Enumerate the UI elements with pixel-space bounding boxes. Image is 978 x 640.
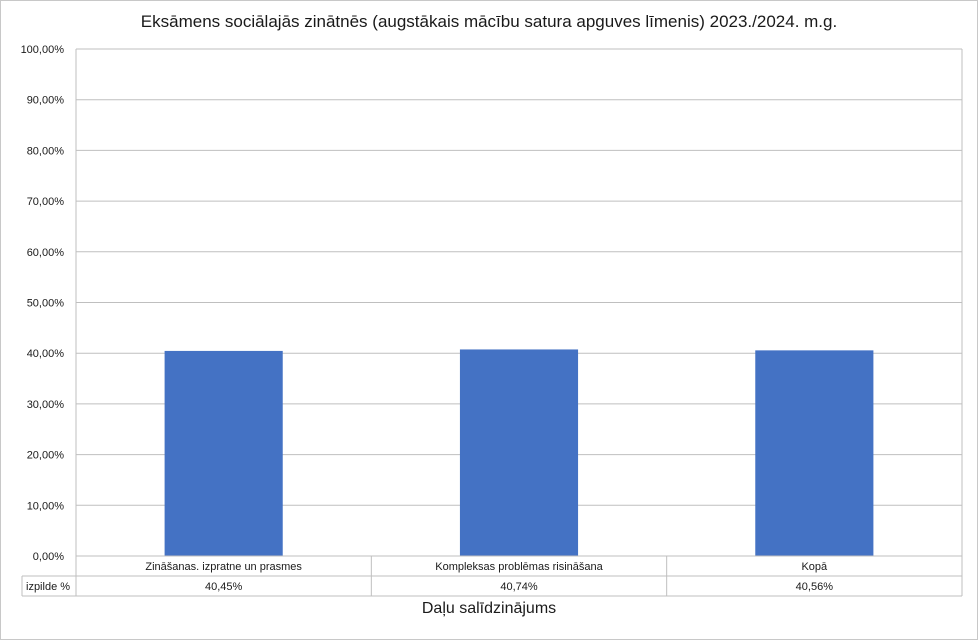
y-tick-label: 30,00% — [27, 399, 65, 411]
bar — [459, 349, 579, 556]
y-tick-label: 80,00% — [27, 145, 65, 157]
y-tick-label: 70,00% — [27, 196, 65, 208]
chart-title: Eksāmens sociālajās zinātnēs (augstākais… — [140, 12, 838, 31]
x-tick-label: Zināšanas. izpratne un prasmes — [145, 561, 302, 573]
data-label: 40,45% — [205, 581, 243, 593]
data-label: 40,74% — [500, 581, 538, 593]
y-tick-label: 40,00% — [27, 348, 65, 360]
y-tick-label: 0,00% — [33, 551, 64, 563]
y-tick-label: 100,00% — [21, 44, 65, 56]
y-tick-label: 20,00% — [27, 450, 65, 462]
y-tick-label: 50,00% — [27, 298, 65, 310]
legend-series-name: izpilde % — [26, 581, 70, 593]
y-tick-label: 10,00% — [27, 500, 65, 512]
x-axis-label: Daļu salīdzinājums — [421, 600, 557, 617]
x-tick-label: Kompleksas problēmas risināšana — [435, 561, 603, 573]
y-tick-label: 90,00% — [27, 95, 65, 107]
data-label: 40,56% — [796, 581, 834, 593]
y-tick-label: 60,00% — [27, 247, 65, 259]
x-tick-label: Kopā — [801, 561, 828, 573]
bar — [755, 350, 874, 556]
bar — [164, 350, 283, 556]
